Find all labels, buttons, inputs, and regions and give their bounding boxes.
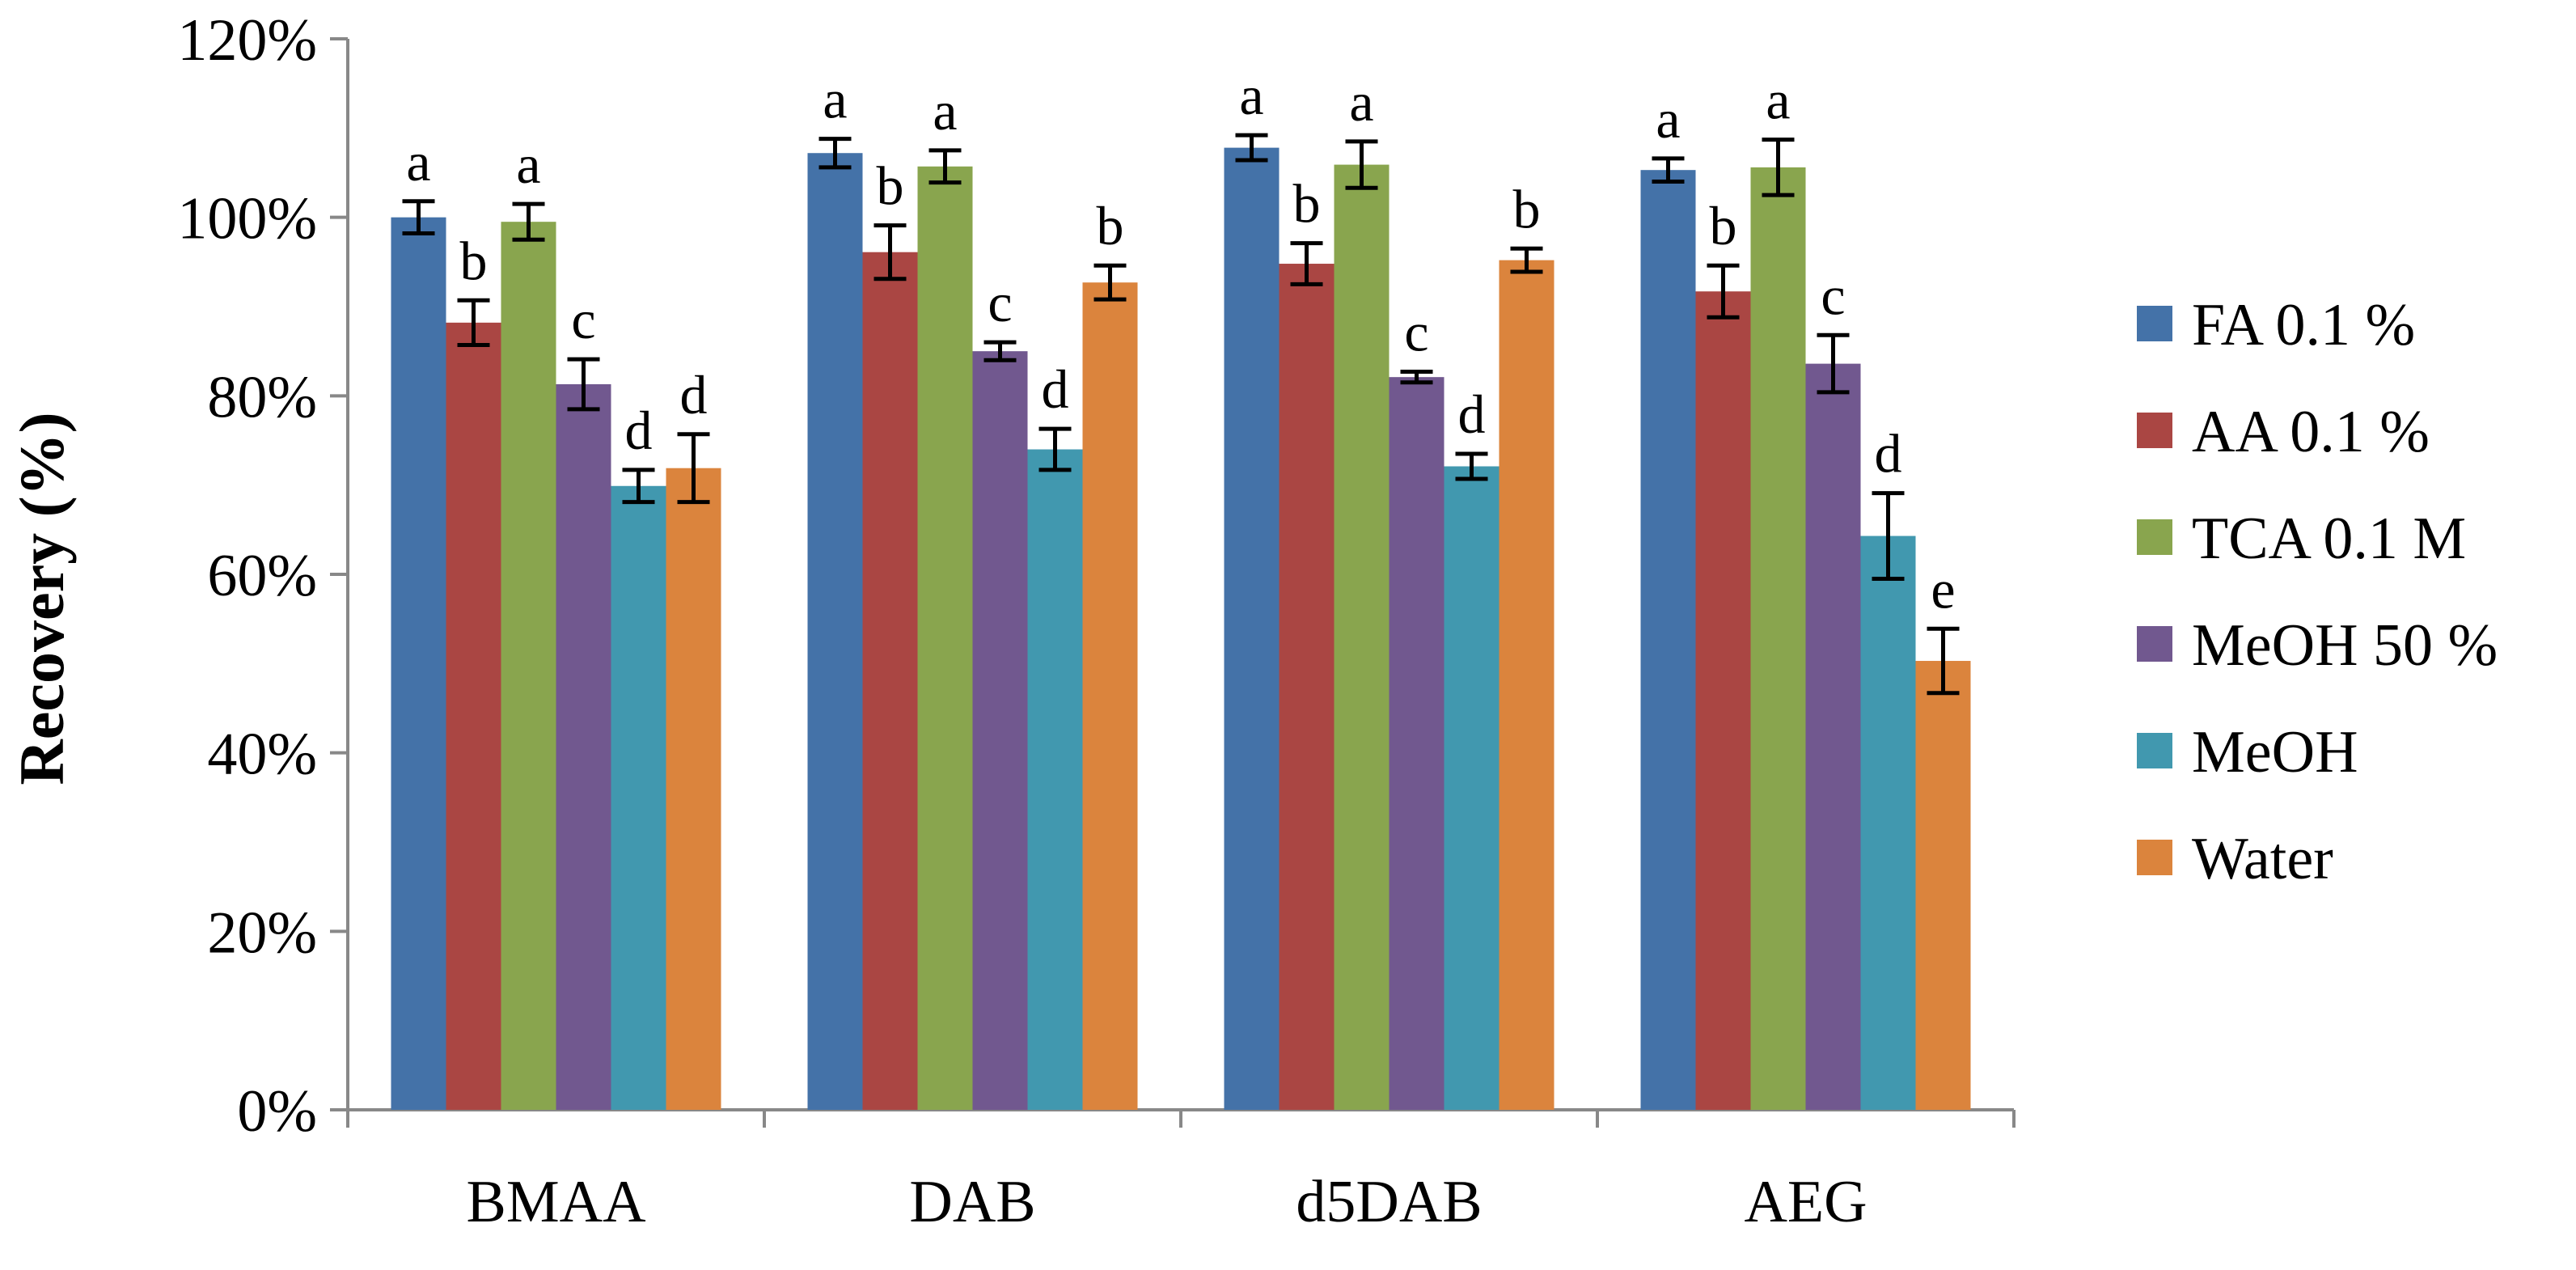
error-bars-layer [402, 133, 1960, 696]
y-tick-label: 100% [177, 186, 317, 252]
legend-label: Water [2192, 826, 2333, 892]
significance-letter: b [1710, 195, 1737, 256]
bar [1334, 164, 1390, 1110]
significance-letter: a [933, 80, 957, 142]
bar [1915, 661, 1971, 1110]
y-tick-label: 120% [177, 7, 317, 74]
legend-label: TCA 0.1 M [2192, 506, 2466, 572]
significance-letter: c [571, 289, 595, 350]
legend: FA 0.1 % AA 0.1 % TCA 0.1 M MeOH 50 % MeOH Wa… [2137, 292, 2498, 892]
legend-swatch [2137, 840, 2172, 875]
legend-swatch [2137, 413, 2172, 448]
significance-letter: b [1097, 195, 1124, 256]
bar [1027, 449, 1083, 1110]
y-tick-label: 80% [207, 364, 317, 430]
legend-label: AA 0.1 % [2192, 399, 2430, 465]
significance-letter: a [516, 133, 540, 195]
significance-letter: d [680, 364, 708, 425]
significance-letter: a [1349, 71, 1373, 133]
bar [446, 322, 501, 1110]
bar [501, 222, 556, 1110]
significance-letter: b [1513, 178, 1541, 239]
bar [666, 468, 721, 1110]
bar [972, 351, 1028, 1111]
bar [1695, 291, 1751, 1110]
significance-letter: d [1458, 383, 1486, 445]
axes: 0% 20% 40% 60% 80% 100% 120% BMAA DAB d5DAB AEG [177, 7, 2016, 1235]
bar [1224, 147, 1280, 1110]
bar [1389, 377, 1445, 1110]
y-tick-label: 60% [207, 543, 317, 609]
bar [1279, 264, 1335, 1110]
legend-swatch [2137, 306, 2172, 341]
y-tick-label: 0% [237, 1078, 317, 1145]
bar [917, 166, 973, 1111]
bar [1750, 167, 1806, 1110]
x-category-label: d5DAB [1296, 1169, 1482, 1235]
significance-letter: d [1042, 358, 1069, 420]
significance-letter: a [1239, 65, 1263, 126]
bar [611, 485, 666, 1110]
bar [391, 217, 446, 1111]
x-category-label: BMAA [466, 1169, 645, 1235]
significance-letter: b [1293, 173, 1321, 235]
significance-letter: c [988, 272, 1012, 333]
significance-letter: d [1875, 423, 1902, 485]
bar [807, 153, 863, 1110]
legend-label: FA 0.1 % [2192, 292, 2415, 358]
significance-letter: d [625, 400, 653, 461]
significance-letter: a [1656, 88, 1680, 150]
y-axis-title: Recovery (%) [6, 412, 77, 785]
significance-letter: a [823, 69, 847, 130]
bar [1082, 282, 1138, 1111]
y-tick-label: 40% [207, 722, 317, 788]
legend-label: MeOH [2192, 719, 2358, 785]
bar [1640, 170, 1696, 1111]
legend-label: MeOH 50 % [2192, 612, 2498, 679]
significance-letter: a [406, 131, 430, 193]
significance-letter: c [1404, 302, 1428, 363]
y-tick-label: 20% [207, 900, 317, 966]
significance-letter: a [1766, 70, 1790, 131]
bar [1499, 260, 1554, 1110]
x-category-label: DAB [909, 1169, 1035, 1235]
legend-swatch [2137, 519, 2172, 555]
bar [862, 252, 918, 1110]
bar [1860, 536, 1916, 1110]
legend-swatch [2137, 626, 2172, 662]
significance-letter: e [1931, 558, 1955, 620]
bar [1805, 363, 1861, 1110]
bar [1444, 466, 1499, 1110]
significance-letter: c [1821, 265, 1845, 326]
significance-letter: b [460, 230, 488, 291]
bars-layer [391, 147, 1971, 1111]
legend-swatch [2137, 733, 2172, 768]
x-category-label: AEG [1744, 1169, 1867, 1235]
significance-letter: b [877, 155, 904, 217]
bar [556, 383, 611, 1110]
